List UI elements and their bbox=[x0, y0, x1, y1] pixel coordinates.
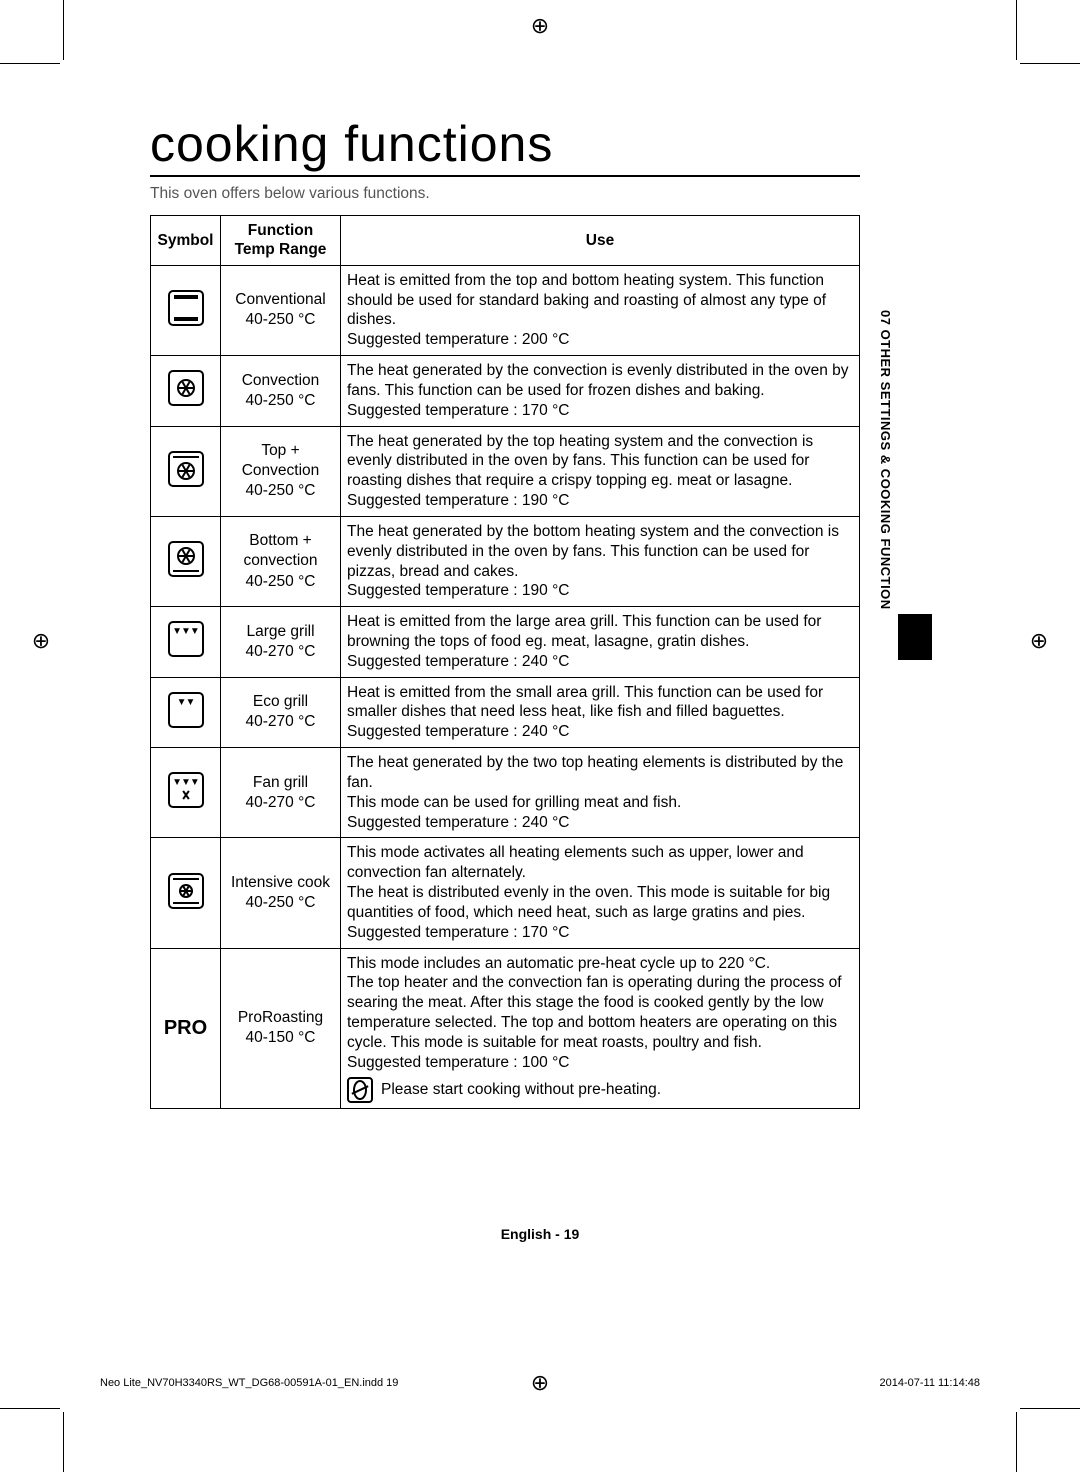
use-cell: This mode activates all heating elements… bbox=[341, 838, 860, 948]
table-row: Conventional 40-250 °C Heat is emitted f… bbox=[151, 265, 860, 355]
bottom-convection-icon bbox=[168, 541, 204, 577]
eco-grill-icon: ▼▼ bbox=[168, 692, 204, 728]
func-cell: Intensive cook 40-250 °C bbox=[221, 838, 341, 948]
conventional-icon bbox=[168, 290, 204, 326]
use-cell: The heat generated by the bottom heating… bbox=[341, 516, 860, 606]
table-row: ▼▼ Eco grill 40-270 °C Heat is emitted f… bbox=[151, 677, 860, 747]
functions-table: Symbol Function Temp Range Use Conventio… bbox=[150, 215, 860, 1109]
header-use: Use bbox=[341, 216, 860, 266]
table-row: Intensive cook 40-250 °C This mode activ… bbox=[151, 838, 860, 948]
fan-grill-icon: ▼▼▼ bbox=[168, 772, 204, 808]
func-cell: Convection 40-250 °C bbox=[221, 356, 341, 426]
use-cell: This mode includes an automatic pre-heat… bbox=[341, 948, 860, 1108]
intro-text: This oven offers below various functions… bbox=[150, 185, 860, 203]
no-preheat-icon bbox=[347, 1077, 373, 1103]
top-convection-icon bbox=[168, 451, 204, 487]
table-row: ▼▼▼ Fan grill 40-270 °C The heat generat… bbox=[151, 748, 860, 838]
use-cell: Heat is emitted from the top and bottom … bbox=[341, 265, 860, 355]
footer-file-info: Neo Lite_NV70H3340RS_WT_DG68-00591A-01_E… bbox=[100, 1377, 398, 1389]
func-cell: Fan grill 40-270 °C bbox=[221, 748, 341, 838]
table-row: ▼▼▼ Large grill 40-270 °C Heat is emitte… bbox=[151, 607, 860, 677]
page-content: cooking functions This oven offers below… bbox=[150, 115, 860, 1109]
registration-mark-right: ⊕ bbox=[1028, 630, 1050, 652]
footer-page-number: English - 19 bbox=[0, 1226, 1080, 1242]
registration-mark-left: ⊕ bbox=[30, 630, 52, 652]
use-cell: Heat is emitted from the small area gril… bbox=[341, 677, 860, 747]
table-row: Bottom + convection 40-250 °C The heat g… bbox=[151, 516, 860, 606]
intensive-cook-icon bbox=[168, 873, 204, 909]
func-cell: Conventional 40-250 °C bbox=[221, 265, 341, 355]
use-cell: The heat generated by the convection is … bbox=[341, 356, 860, 426]
note-text: Please start cooking without pre-heating… bbox=[381, 1080, 661, 1100]
use-cell: The heat generated by the two top heatin… bbox=[341, 748, 860, 838]
registration-mark-top: ⊕ bbox=[529, 15, 551, 37]
func-cell: Large grill 40-270 °C bbox=[221, 607, 341, 677]
use-cell: The heat generated by the top heating sy… bbox=[341, 426, 860, 516]
table-row: PRO ProRoasting 40-150 °C This mode incl… bbox=[151, 948, 860, 1108]
large-grill-icon: ▼▼▼ bbox=[168, 621, 204, 657]
page-title: cooking functions bbox=[150, 115, 860, 177]
func-cell: Bottom + convection 40-250 °C bbox=[221, 516, 341, 606]
footer-timestamp: 2014-07-11 11:14:48 bbox=[879, 1377, 980, 1389]
header-symbol: Symbol bbox=[151, 216, 221, 266]
pro-roasting-icon: PRO bbox=[164, 1017, 207, 1039]
func-cell: ProRoasting 40-150 °C bbox=[221, 948, 341, 1108]
table-row: Convection 40-250 °C The heat generated … bbox=[151, 356, 860, 426]
table-row: Top + Convection 40-250 °C The heat gene… bbox=[151, 426, 860, 516]
thumb-index-tab bbox=[898, 614, 932, 660]
func-cell: Eco grill 40-270 °C bbox=[221, 677, 341, 747]
section-header-side: 07 OTHER SETTINGS & COOKING FUNCTION bbox=[878, 310, 893, 610]
convection-icon bbox=[168, 370, 204, 406]
header-function: Function Temp Range bbox=[221, 216, 341, 266]
use-cell: Heat is emitted from the large area gril… bbox=[341, 607, 860, 677]
func-cell: Top + Convection 40-250 °C bbox=[221, 426, 341, 516]
